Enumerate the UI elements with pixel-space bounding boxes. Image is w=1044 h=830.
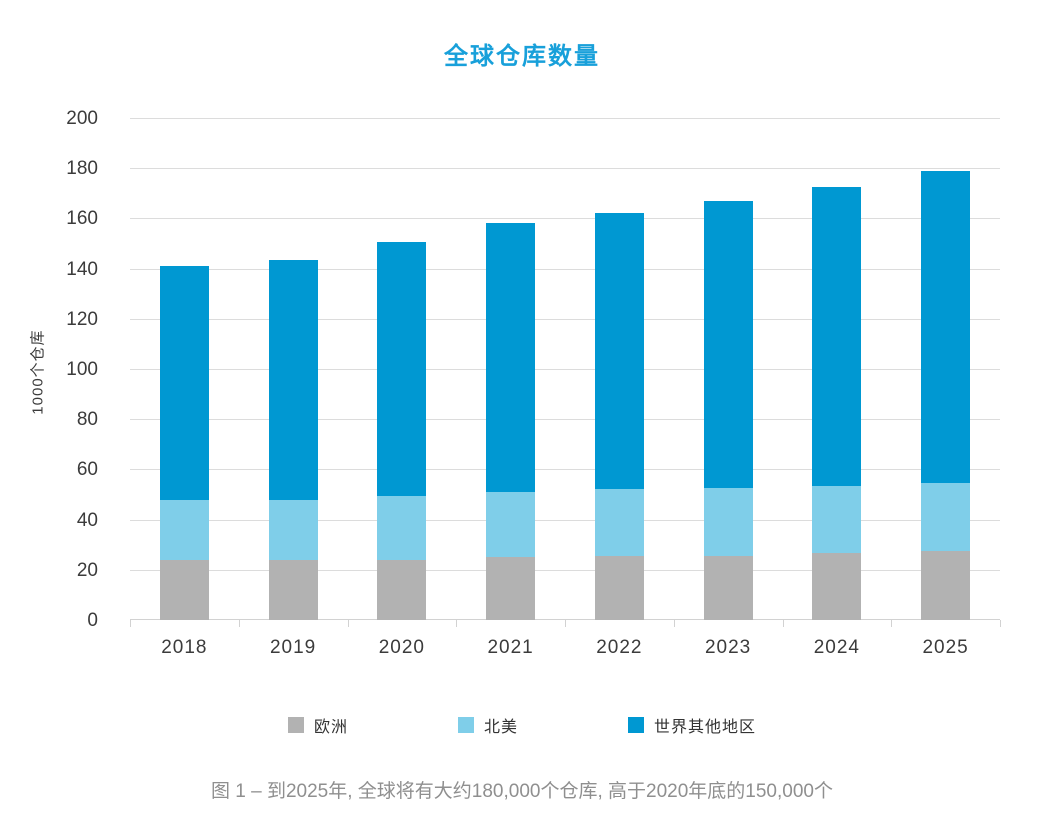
bar-2021-series-2 [486,223,536,492]
gridline-100 [130,369,1000,370]
bar-2021-series-1 [486,492,536,557]
legend-swatch-icon [457,717,474,733]
x-axis-tick [347,620,349,627]
y-tick-label-80: 80 [76,409,98,431]
x-axis-line [130,619,1000,620]
legend-label: 欧洲 [313,719,348,736]
bar-2025-series-0 [921,551,971,620]
bar-2022-series-2 [594,213,644,489]
gridline-20 [130,569,1000,571]
figure-caption: 图 1 – 到2025年, 全球将有大约180,000个仓库, 高于2020年底… [211,781,833,802]
bar-2018-series-1 [159,500,209,560]
bar-2024-series-2 [812,187,862,486]
legend-label: 世界其他地区 [654,719,757,736]
x-tick-label-2023: 2023 [704,637,752,658]
x-tick-label-2022: 2022 [596,637,643,658]
legend-label: 北美 [483,719,518,736]
y-tick-label-20: 20 [76,559,98,581]
x-tick-label-2024: 2024 [813,637,861,658]
gridline-120 [130,318,1000,320]
gridline-180 [130,168,1000,170]
bar-2025-series-2 [921,171,971,483]
legend-item-2: 世界其他地区 [628,713,756,737]
bar-2023-series-1 [703,488,753,556]
gridline-80 [130,419,1000,421]
bar-2020-series-2 [377,242,427,496]
bar-2023-series-0 [703,556,753,620]
x-tick-label-2025: 2025 [922,637,969,658]
bar-2022-series-0 [594,556,644,620]
bar-2021-series-0 [486,557,536,620]
x-axis-tick [456,620,458,627]
gridline-160 [130,218,1000,220]
gridline-200 [130,118,1000,119]
bar-2025-series-1 [921,483,971,551]
bar-2018-series-2 [159,266,209,500]
y-tick-label-40: 40 [76,509,98,531]
y-tick-label-180: 180 [66,158,98,180]
legend-item-0: 欧洲 [287,713,348,737]
bar-2024-series-0 [812,553,862,620]
chart-title: 全球仓库数量 [444,43,600,70]
gridline-60 [130,469,1000,471]
x-axis-tick [891,620,893,627]
x-axis-tick [130,620,131,627]
x-axis-tick [238,620,240,627]
x-tick-label-2018: 2018 [161,637,208,658]
y-tick-label-120: 120 [66,308,98,330]
y-tick-label-100: 100 [66,359,98,380]
bar-2019-series-2 [268,260,318,500]
bar-2020-series-0 [377,560,427,620]
bar-2023-series-2 [703,201,753,488]
y-tick-label-200: 200 [66,108,98,129]
y-tick-label-140: 140 [66,258,98,280]
legend-swatch-icon [287,717,304,733]
y-tick-label-0: 0 [87,610,98,631]
bar-2022-series-1 [594,489,644,556]
y-tick-label-60: 60 [76,459,98,481]
legend-swatch-icon [628,717,644,733]
x-axis-tick [565,620,566,627]
x-tick-label-2019: 2019 [269,637,317,658]
plot-area: 0 20 40 60 80 100 120 140 160 180 200 2018 2019 2020 2… [66,108,1001,658]
bar-2020-series-1 [377,496,427,560]
x-tick-label-2021: 2021 [487,637,534,658]
x-tick-label-2020: 2020 [378,637,426,658]
gridline-140 [130,268,1000,270]
bar-2019-series-1 [268,500,318,560]
x-axis-tick [673,620,675,627]
y-tick-label-160: 160 [66,208,98,230]
legend: 欧洲 北美 世界其他地区 [0,713,1044,737]
bar-2018-series-0 [159,560,209,620]
legend-item-1: 北美 [457,713,518,737]
x-axis-tick [1000,620,1001,627]
x-axis-tick [782,620,784,627]
gridline-40 [130,519,1000,521]
bar-2019-series-0 [268,560,318,620]
bar-2024-series-1 [812,486,862,553]
